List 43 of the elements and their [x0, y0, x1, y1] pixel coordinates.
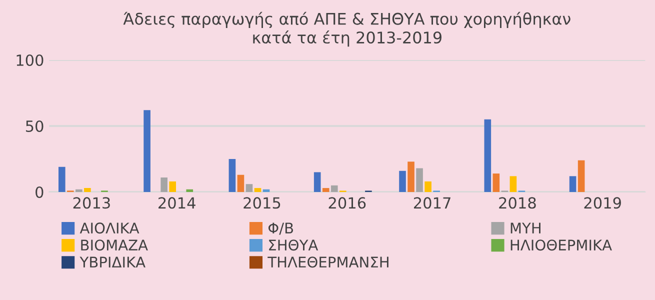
legend-label: ΑΙΟΛΙΚΑ: [80, 222, 140, 234]
bar: [330, 185, 338, 192]
bar: [84, 188, 91, 192]
bar: [160, 177, 168, 192]
legend-label: ΗΛΙΟΘΕΡΜΙΚΑ: [510, 240, 612, 251]
bar: [569, 176, 576, 192]
chart-title: Άδειες παραγωγής από ΑΠΕ & ΣΗΘΥΑ που χορηγήθηκαν κατά τα έτη 2013-2019: [123, 12, 570, 47]
bar: [76, 189, 82, 192]
x-tick-label: 2018: [499, 197, 536, 209]
bar: [144, 110, 150, 192]
bar: [322, 188, 330, 192]
x-tick-label: 2016: [328, 197, 366, 209]
bar: [424, 181, 432, 192]
bar: [186, 189, 194, 192]
x-tick-label: 2014: [158, 197, 196, 209]
bar: [246, 184, 253, 192]
x-tick-label: 2013: [73, 197, 110, 209]
bar: [408, 162, 414, 192]
bar: [314, 172, 321, 192]
bar: [254, 188, 262, 192]
legend-label: Φ/Β: [268, 222, 294, 235]
x-tick-label: 2017: [414, 197, 450, 209]
bar: [237, 174, 244, 192]
legend-label: ΒΙΟΜΑΖΑ: [81, 240, 148, 251]
bar: [416, 168, 423, 192]
bar: [169, 181, 176, 192]
legend-label: ΥΒΡΙΔΙΚΑ: [80, 256, 146, 268]
legend-label: ΤΗΛΕΘΕΡΜΑΝΣΗ: [268, 256, 388, 268]
bar: [578, 160, 585, 192]
y-tick-label: 100: [16, 54, 44, 66]
y-tick-label: 0: [36, 186, 44, 198]
bar: [510, 176, 517, 192]
bar: [58, 166, 66, 192]
legend-label: ΜΥΗ: [510, 222, 540, 234]
legend-label: ΣΗΘΥΑ: [269, 240, 318, 251]
bar: [228, 159, 236, 192]
bar: [399, 170, 406, 192]
x-tick-label: 2019: [584, 197, 621, 209]
y-tick-label: 50: [26, 120, 44, 132]
bar: [262, 189, 270, 192]
bar: [492, 174, 500, 192]
bar: [484, 119, 492, 192]
x-tick-label: 2015: [244, 197, 280, 209]
